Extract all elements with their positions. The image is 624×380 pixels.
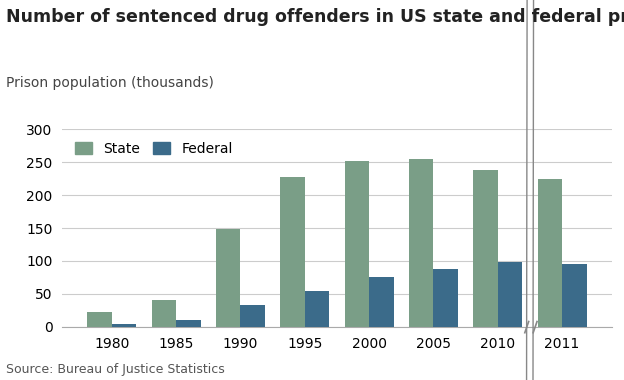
Text: Source: Bureau of Justice Statistics: Source: Bureau of Justice Statistics: [6, 363, 225, 376]
Bar: [240, 305, 265, 327]
Bar: [216, 229, 240, 327]
Bar: [305, 291, 329, 327]
Bar: [344, 161, 369, 327]
Bar: [280, 177, 305, 327]
Bar: [409, 160, 434, 327]
Bar: [562, 264, 587, 327]
Bar: [152, 301, 176, 327]
Bar: [176, 320, 200, 327]
Bar: [87, 312, 112, 327]
Bar: [369, 277, 394, 327]
Text: Number of sentenced drug offenders in US state and federal prisons: Number of sentenced drug offenders in US…: [6, 8, 624, 25]
Legend: State, Federal: State, Federal: [69, 136, 238, 161]
Bar: [434, 269, 458, 327]
Bar: [538, 179, 562, 327]
Bar: [498, 261, 522, 327]
Text: Prison population (thousands): Prison population (thousands): [6, 76, 214, 90]
Bar: [474, 170, 498, 327]
Bar: [112, 323, 136, 327]
